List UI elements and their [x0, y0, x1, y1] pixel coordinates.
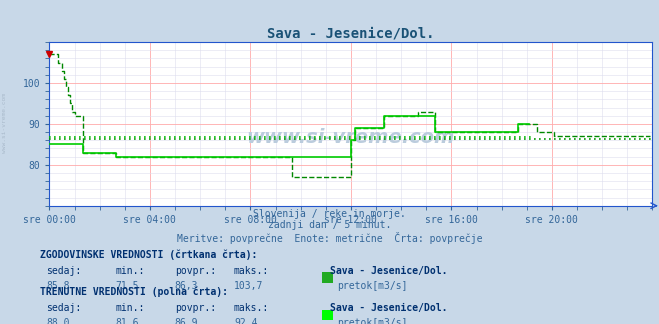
- Text: maks.:: maks.:: [234, 266, 269, 276]
- Text: www.si-vreme.com: www.si-vreme.com: [246, 128, 455, 146]
- Text: 85,8: 85,8: [46, 281, 70, 291]
- Text: pretok[m3/s]: pretok[m3/s]: [337, 318, 408, 324]
- Text: 103,7: 103,7: [234, 281, 264, 291]
- Text: 88,0: 88,0: [46, 318, 70, 324]
- Title: Sava - Jesenice/Dol.: Sava - Jesenice/Dol.: [267, 27, 435, 41]
- Text: povpr.:: povpr.:: [175, 303, 215, 313]
- Text: min.:: min.:: [115, 266, 145, 276]
- Text: Slovenija / reke in morje.: Slovenija / reke in morje.: [253, 209, 406, 219]
- Text: maks.:: maks.:: [234, 303, 269, 313]
- Text: Meritve: povprečne  Enote: metrične  Črta: povprečje: Meritve: povprečne Enote: metrične Črta:…: [177, 232, 482, 244]
- Text: ZGODOVINSKE VREDNOSTI (črtkana črta):: ZGODOVINSKE VREDNOSTI (črtkana črta):: [40, 249, 257, 260]
- Text: TRENUTNE VREDNOSTI (polna črta):: TRENUTNE VREDNOSTI (polna črta):: [40, 287, 227, 297]
- Text: 86,3: 86,3: [175, 281, 198, 291]
- Text: Sava - Jesenice/Dol.: Sava - Jesenice/Dol.: [330, 303, 447, 313]
- Text: Sava - Jesenice/Dol.: Sava - Jesenice/Dol.: [330, 266, 447, 276]
- Text: 86,9: 86,9: [175, 318, 198, 324]
- Text: sedaj:: sedaj:: [46, 266, 81, 276]
- Text: www.si-vreme.com: www.si-vreme.com: [2, 93, 7, 153]
- Text: 71,5: 71,5: [115, 281, 139, 291]
- Text: zadnji dan / 5 minut.: zadnji dan / 5 minut.: [268, 220, 391, 230]
- Text: sedaj:: sedaj:: [46, 303, 81, 313]
- Text: pretok[m3/s]: pretok[m3/s]: [337, 281, 408, 291]
- Text: 92,4: 92,4: [234, 318, 258, 324]
- Text: min.:: min.:: [115, 303, 145, 313]
- Text: povpr.:: povpr.:: [175, 266, 215, 276]
- Text: 81,6: 81,6: [115, 318, 139, 324]
